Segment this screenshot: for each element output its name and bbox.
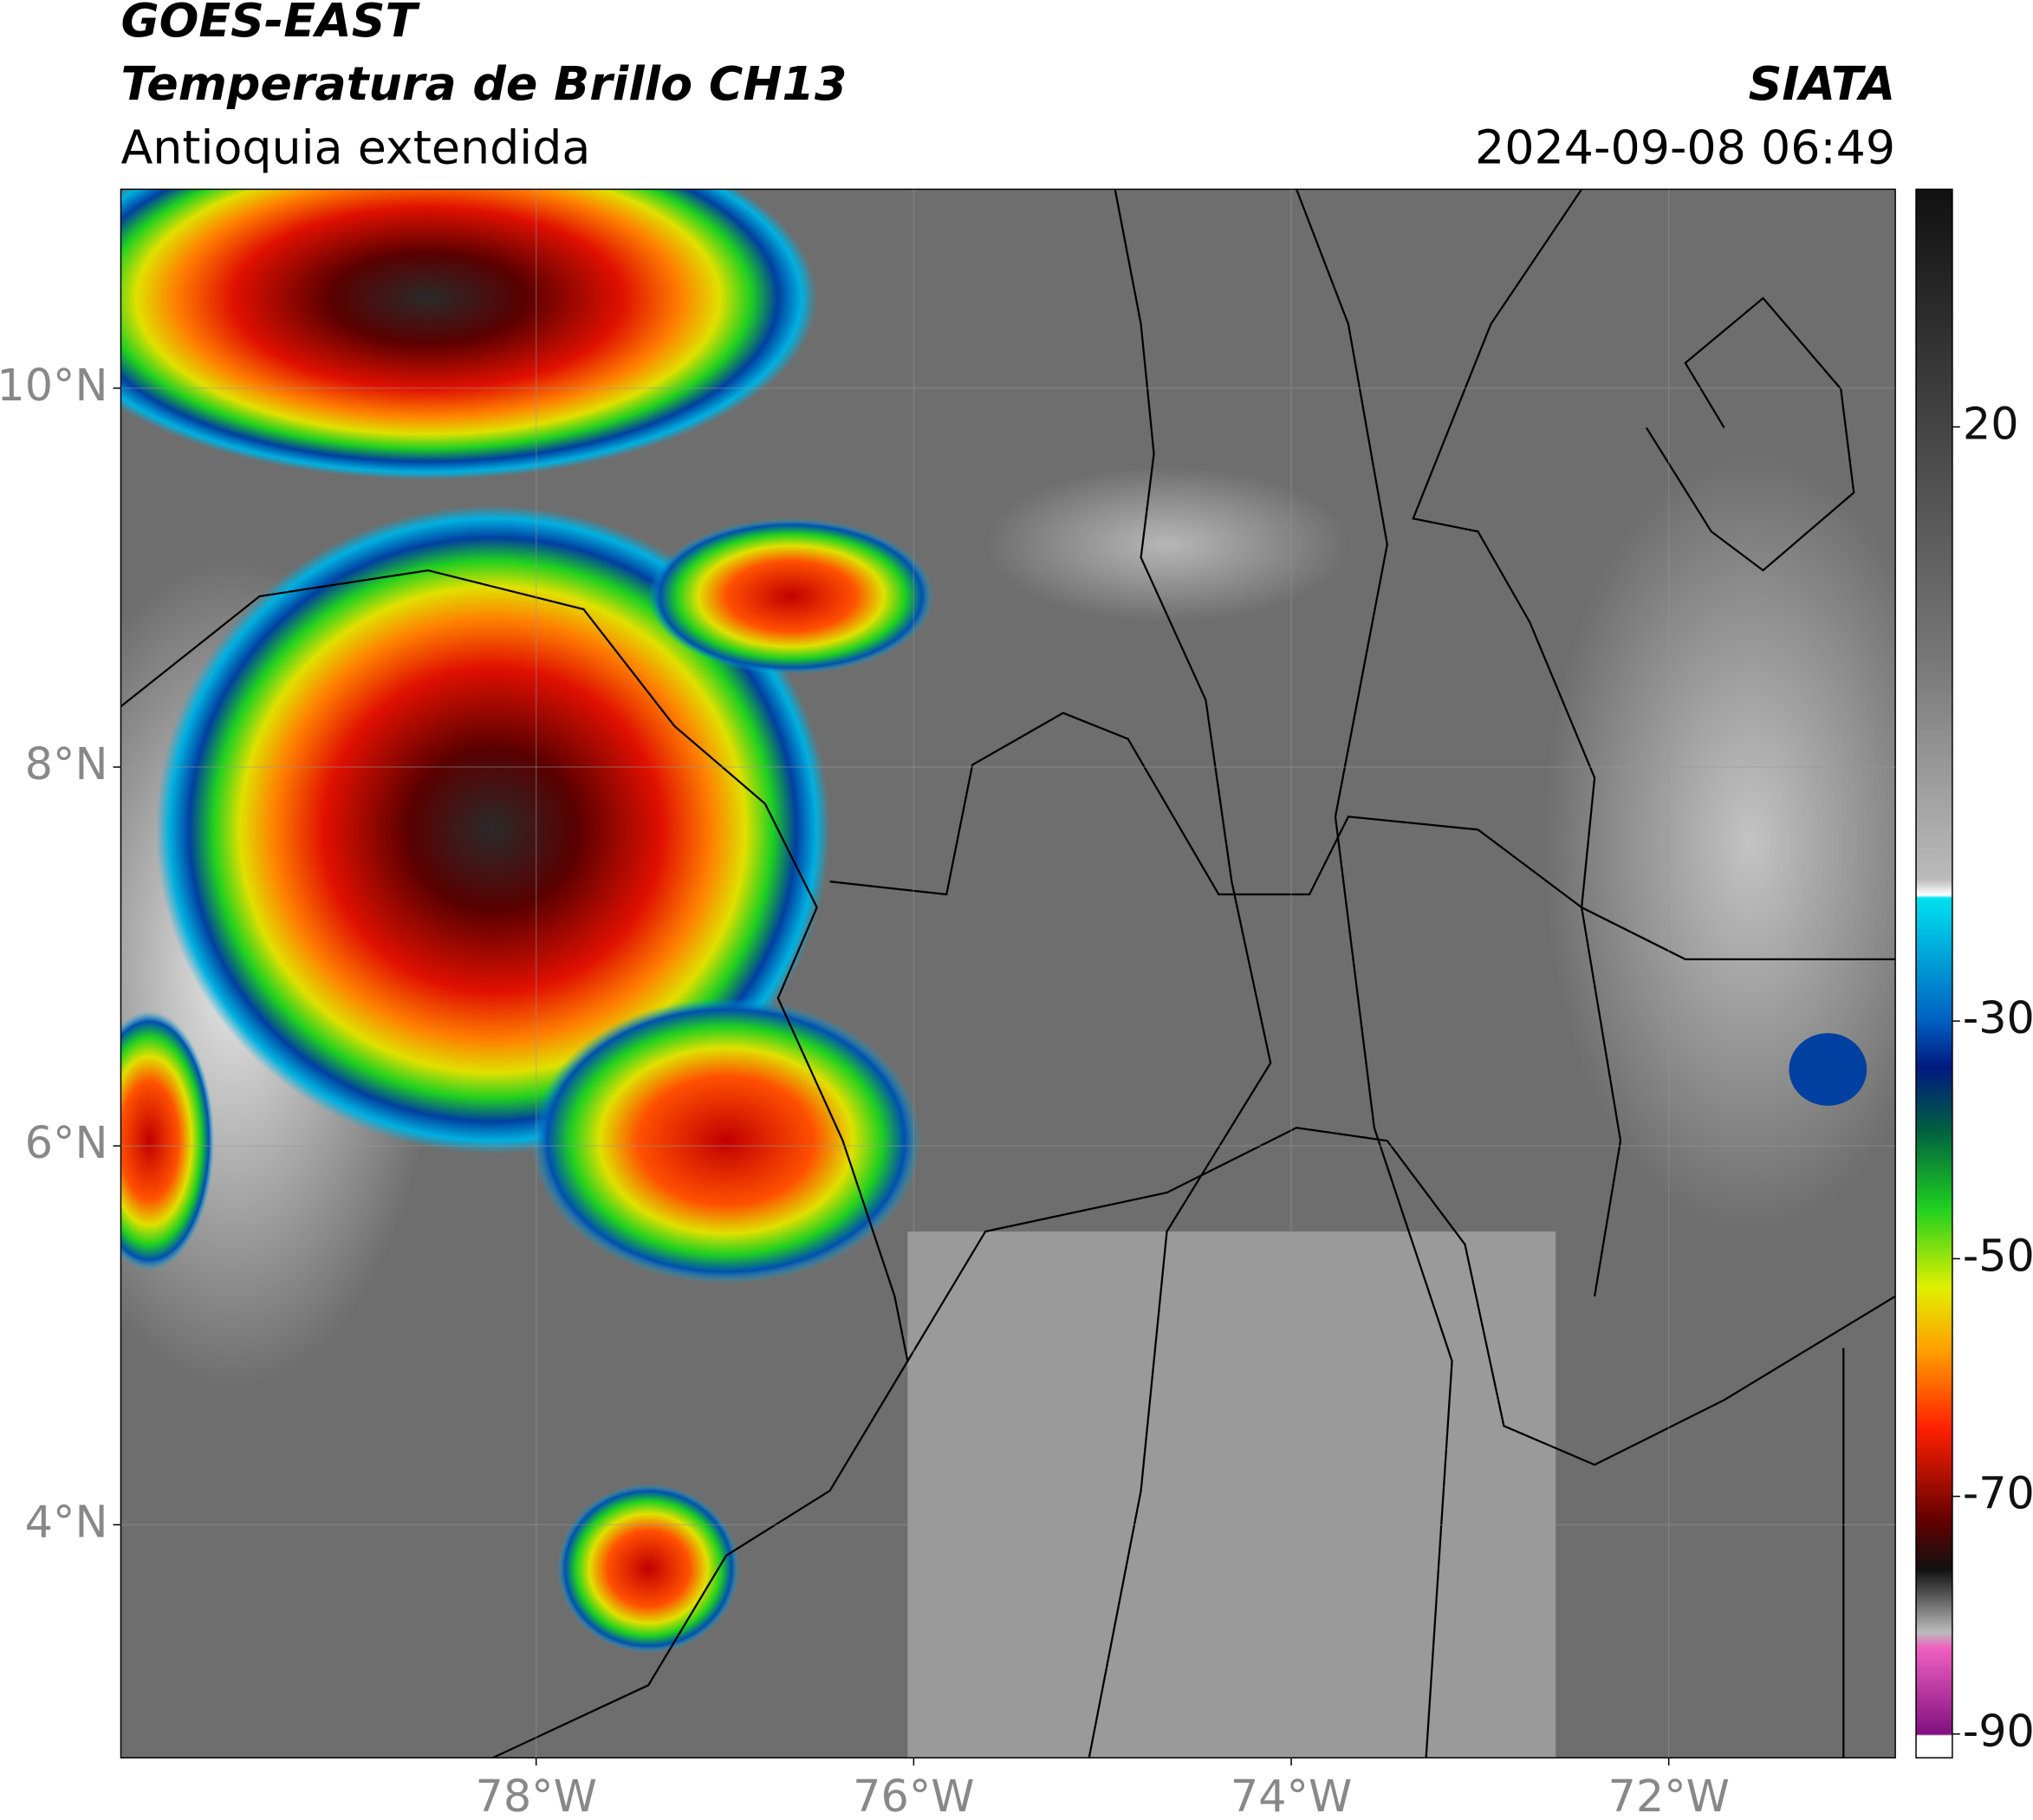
colorbar-tick-label: -70 xyxy=(1963,1468,2033,1519)
y-tick-label: 4°N xyxy=(25,1496,108,1547)
agency: SIATA xyxy=(1749,56,1896,111)
x-tick-label: 76°W xyxy=(853,1771,974,1820)
subtitle: Temperatura de Brillo CH13 xyxy=(120,56,847,111)
x-tick-label: 74°W xyxy=(1231,1771,1352,1820)
map-frame xyxy=(120,188,1896,1758)
y-tick-label: 10°N xyxy=(0,360,107,411)
y-tick-label: 6°N xyxy=(25,1117,108,1168)
map-image xyxy=(120,189,1896,1758)
colorbar xyxy=(1915,188,1953,1758)
y-tick-label: 8°N xyxy=(25,738,108,790)
datetime: 2024-09-08 06:49 xyxy=(1475,120,1895,174)
colorbar-tick-label: -50 xyxy=(1963,1230,2033,1281)
colorbar-tick-label: 20 xyxy=(1963,399,2019,450)
region: Antioquia extendida xyxy=(120,120,590,174)
title: GOES-EAST xyxy=(120,0,420,48)
x-tick-label: 78°W xyxy=(475,1771,596,1820)
colorbar-tick-label: -30 xyxy=(1963,992,2033,1043)
colorbar-tick-label: -90 xyxy=(1963,1706,2033,1757)
x-tick-label: 72°W xyxy=(1608,1771,1729,1820)
